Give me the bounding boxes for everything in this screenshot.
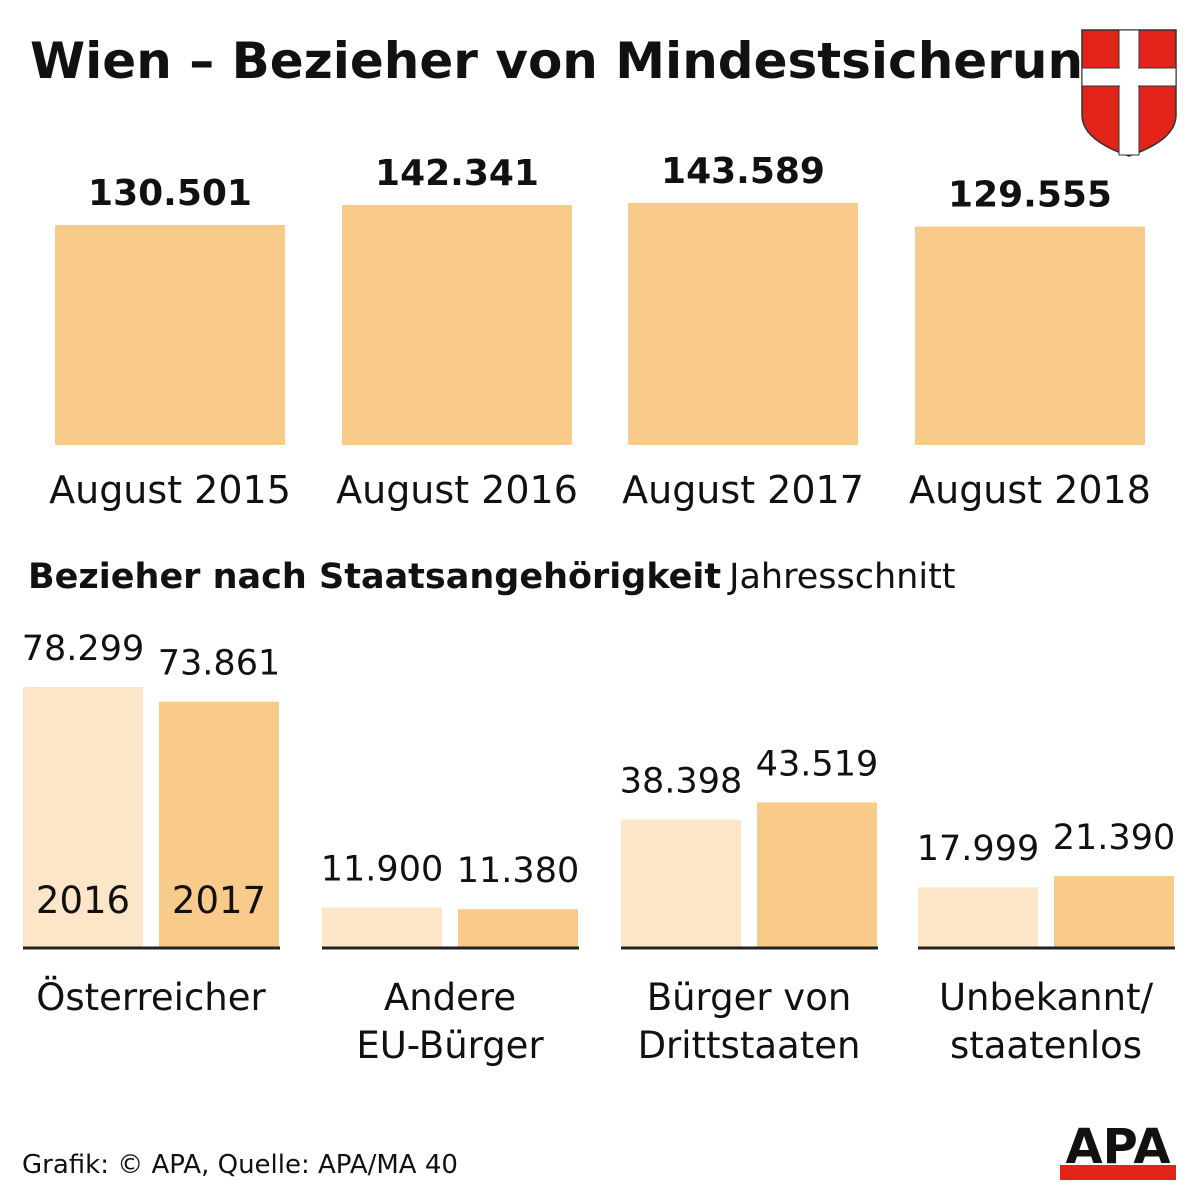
second-chart-title-bold: Bezieher nach Staatsangehörigkeit xyxy=(28,557,721,597)
legend-label-2017: 2017 xyxy=(172,879,266,922)
data-label: 17.999 xyxy=(917,829,1039,869)
data-label: 11.900 xyxy=(321,849,443,889)
category-label: August 2015 xyxy=(49,468,291,512)
second-chart-subtitle: Jahresschnitt xyxy=(727,557,955,597)
bar-2017 xyxy=(1054,875,1174,947)
bar-2016 xyxy=(23,687,143,947)
category-label: Österreicher xyxy=(36,976,266,1019)
category-label: Unbekannt/ xyxy=(939,976,1154,1019)
category-label: August 2016 xyxy=(336,468,578,512)
data-label: 142.341 xyxy=(375,153,539,194)
bar xyxy=(55,225,285,445)
bar-2017 xyxy=(159,701,279,947)
source-note: Grafik: © APA, Quelle: APA/MA 40 xyxy=(22,1150,458,1180)
data-label: 38.398 xyxy=(620,761,742,801)
data-label: 43.519 xyxy=(756,744,878,784)
data-label: 73.861 xyxy=(158,644,280,684)
category-label: EU-Bürger xyxy=(356,1024,544,1067)
data-label: 129.555 xyxy=(948,175,1112,216)
data-label: 21.390 xyxy=(1053,818,1175,858)
bar xyxy=(342,205,572,445)
legend-label-2016: 2016 xyxy=(36,879,130,922)
category-label: staatenlos xyxy=(950,1024,1142,1067)
chart-title: Wien – Bezieher von Mindestsicherung xyxy=(30,32,1119,90)
bar-2017 xyxy=(458,909,578,947)
category-label: Andere xyxy=(384,976,516,1019)
bar xyxy=(915,226,1145,445)
vienna-coat-of-arms-icon xyxy=(1081,29,1177,157)
data-label: 11.380 xyxy=(457,851,579,891)
category-label: August 2017 xyxy=(622,468,864,512)
top-bar-chart: 130.501 August 2015 142.341 August 2016 143.… xyxy=(49,151,1151,512)
bar xyxy=(628,202,858,445)
data-label: 78.299 xyxy=(22,629,144,669)
data-label: 130.501 xyxy=(88,173,252,214)
apa-logo: APA xyxy=(1060,1119,1176,1180)
category-label: Bürger von xyxy=(647,976,852,1019)
category-label: Drittstaaten xyxy=(638,1024,861,1067)
bar-2017 xyxy=(757,802,877,947)
bar-2016 xyxy=(322,907,442,947)
bar-2016 xyxy=(621,819,741,947)
second-chart-title: Bezieher nach Staatsangehörigkeit Jahress… xyxy=(28,557,956,597)
grouped-bar-chart: 78.299 2016 73.861 2017 Österreicher 11.900 11… xyxy=(22,629,1175,1067)
bar-2016 xyxy=(918,887,1038,947)
data-label: 143.589 xyxy=(661,151,825,192)
category-label: August 2018 xyxy=(909,468,1151,512)
